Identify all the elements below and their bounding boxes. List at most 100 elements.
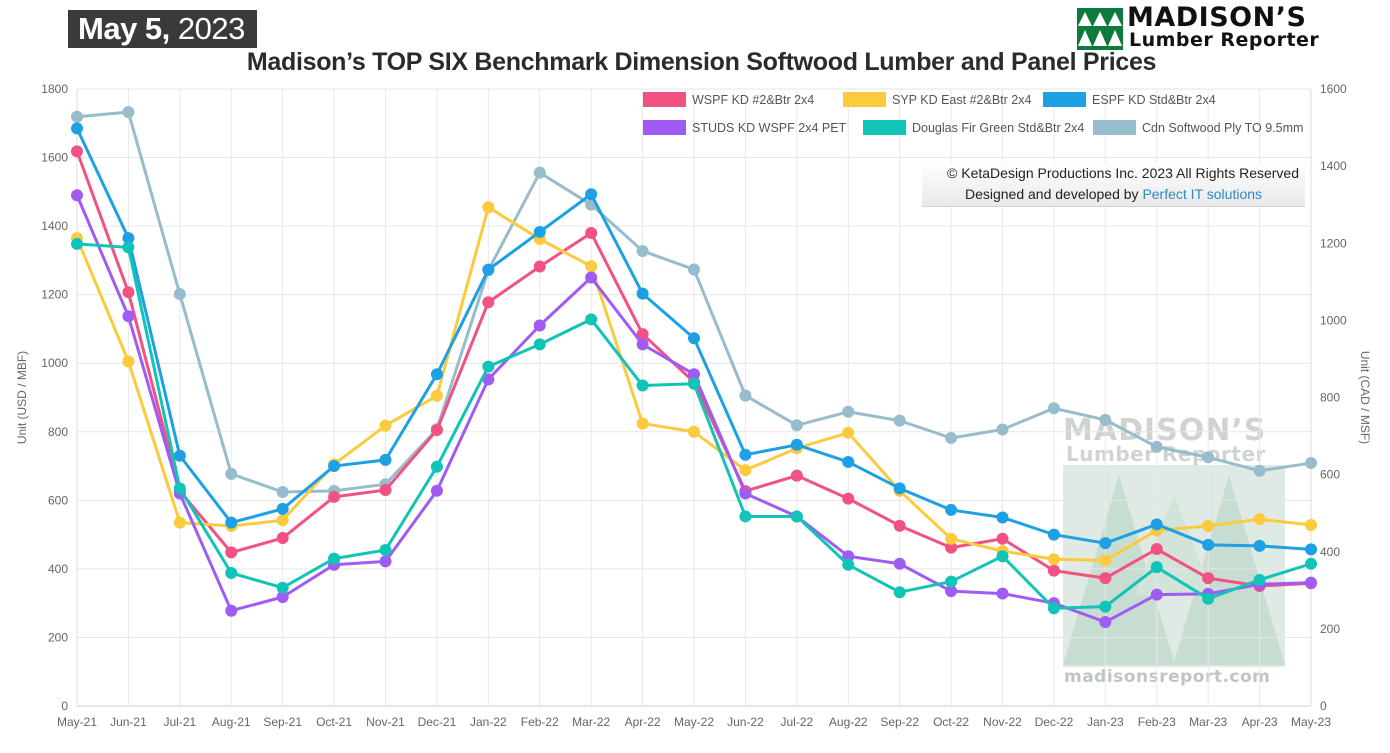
- series-0: [71, 145, 1317, 593]
- x-tick-label: Aug-21: [212, 715, 251, 729]
- data-point: [276, 485, 289, 498]
- data-point: [1047, 528, 1060, 541]
- y-right-tick-label: 600: [1320, 468, 1340, 482]
- data-point: [945, 575, 958, 588]
- x-tick-label: Oct-22: [933, 715, 969, 729]
- data-point: [1099, 616, 1112, 629]
- data-point: [328, 490, 341, 503]
- y-left-tick-label: 0: [61, 699, 68, 713]
- y-right-axis-title: Unit (CAD / MSF): [1358, 351, 1372, 444]
- legend-swatch: [643, 120, 686, 135]
- data-point: [688, 368, 700, 381]
- date-day: May 5,: [78, 11, 170, 46]
- watermark-url: madisonsreport.com: [1064, 667, 1271, 687]
- data-point: [1305, 557, 1317, 570]
- legend-item-2: ESPF KD Std&Btr 2x4: [1043, 92, 1216, 107]
- x-tick-label: Apr-23: [1242, 715, 1278, 729]
- data-point: [71, 110, 83, 123]
- legend-label: Douglas Fir Green Std&Btr 2x4: [912, 121, 1084, 135]
- data-point: [533, 338, 546, 351]
- data-point: [739, 389, 752, 402]
- legend-swatch: [863, 120, 906, 135]
- data-point: [1305, 457, 1317, 470]
- data-point: [1150, 518, 1163, 531]
- data-point: [122, 286, 135, 299]
- legend-item-1: SYP KD East #2&Btr 2x4: [843, 92, 1031, 107]
- data-point: [636, 244, 649, 257]
- data-point: [790, 419, 803, 432]
- y-left-tick-label: 1600: [41, 151, 68, 165]
- x-tick-label: Jan-22: [470, 715, 507, 729]
- data-point: [1099, 572, 1112, 585]
- y-left-tick-label: 1800: [41, 82, 68, 96]
- series-2: [71, 122, 1317, 556]
- data-point: [225, 604, 238, 617]
- data-point: [379, 453, 392, 466]
- y-left-axis-title: Unit (USD / MBF): [15, 351, 29, 444]
- legend-item-0: WSPF KD #2&Btr 2x4: [643, 92, 814, 107]
- data-point: [276, 514, 289, 527]
- data-point: [276, 502, 289, 515]
- data-point: [688, 332, 700, 345]
- data-point: [276, 581, 289, 594]
- data-point: [173, 482, 186, 495]
- x-tick-label: Aug-22: [829, 715, 868, 729]
- data-point: [842, 558, 855, 571]
- y-right-tick-label: 400: [1320, 545, 1340, 559]
- legend-item-4: Douglas Fir Green Std&Btr 2x4: [863, 120, 1084, 135]
- data-point: [636, 379, 649, 392]
- data-point: [893, 586, 906, 599]
- data-point: [996, 532, 1009, 545]
- data-point: [790, 510, 803, 523]
- x-tick-label: Oct-21: [316, 715, 352, 729]
- data-point: [945, 431, 958, 444]
- data-point: [430, 460, 443, 473]
- data-point: [1253, 539, 1266, 552]
- data-point: [225, 516, 238, 529]
- y-left-tick-label: 400: [48, 562, 68, 576]
- data-point: [1150, 543, 1163, 556]
- x-tick-label: Jun-21: [110, 715, 147, 729]
- data-point: [328, 460, 341, 473]
- watermark-line2: Lumber Reporter: [1066, 442, 1266, 466]
- x-tick-label: Jan-23: [1087, 715, 1124, 729]
- data-point: [1099, 413, 1112, 426]
- data-point: [688, 377, 700, 390]
- data-point: [893, 557, 906, 570]
- data-point: [688, 425, 700, 438]
- legend-label: WSPF KD #2&Btr 2x4: [692, 93, 814, 107]
- data-point: [379, 484, 392, 497]
- y-left-tick-label: 1200: [41, 288, 68, 302]
- legend-label: SYP KD East #2&Btr 2x4: [892, 93, 1031, 107]
- y-right-tick-label: 800: [1320, 391, 1340, 405]
- data-point: [533, 260, 546, 273]
- x-tick-label: Apr-22: [625, 715, 661, 729]
- data-point: [122, 355, 135, 368]
- data-point: [1150, 440, 1163, 453]
- data-point: [1253, 513, 1266, 526]
- x-tick-label: Jul-21: [163, 715, 196, 729]
- perfect-it-link[interactable]: Perfect IT solutions: [1142, 186, 1263, 202]
- copyright-box: © KetaDesign Productions Inc. 2023 All R…: [922, 163, 1305, 207]
- data-point: [739, 464, 752, 477]
- data-point: [173, 288, 186, 301]
- data-point: [482, 263, 495, 276]
- series: [71, 106, 1317, 629]
- x-tick-label: Feb-23: [1138, 715, 1176, 729]
- data-point: [430, 484, 443, 497]
- legend-swatch: [643, 92, 686, 107]
- data-point: [533, 319, 546, 332]
- x-tick-label: May-21: [57, 715, 97, 729]
- data-point: [688, 263, 700, 276]
- y-left-tick-label: 1000: [41, 356, 68, 370]
- data-point: [945, 541, 958, 554]
- data-point: [636, 328, 649, 341]
- data-point: [328, 552, 341, 565]
- y-right-tick-label: 1400: [1320, 159, 1347, 173]
- data-point: [996, 550, 1009, 563]
- data-point: [1047, 553, 1060, 566]
- data-point: [122, 241, 135, 254]
- y-right-tick-label: 1000: [1320, 313, 1347, 327]
- x-tick-label: Jun-22: [727, 715, 764, 729]
